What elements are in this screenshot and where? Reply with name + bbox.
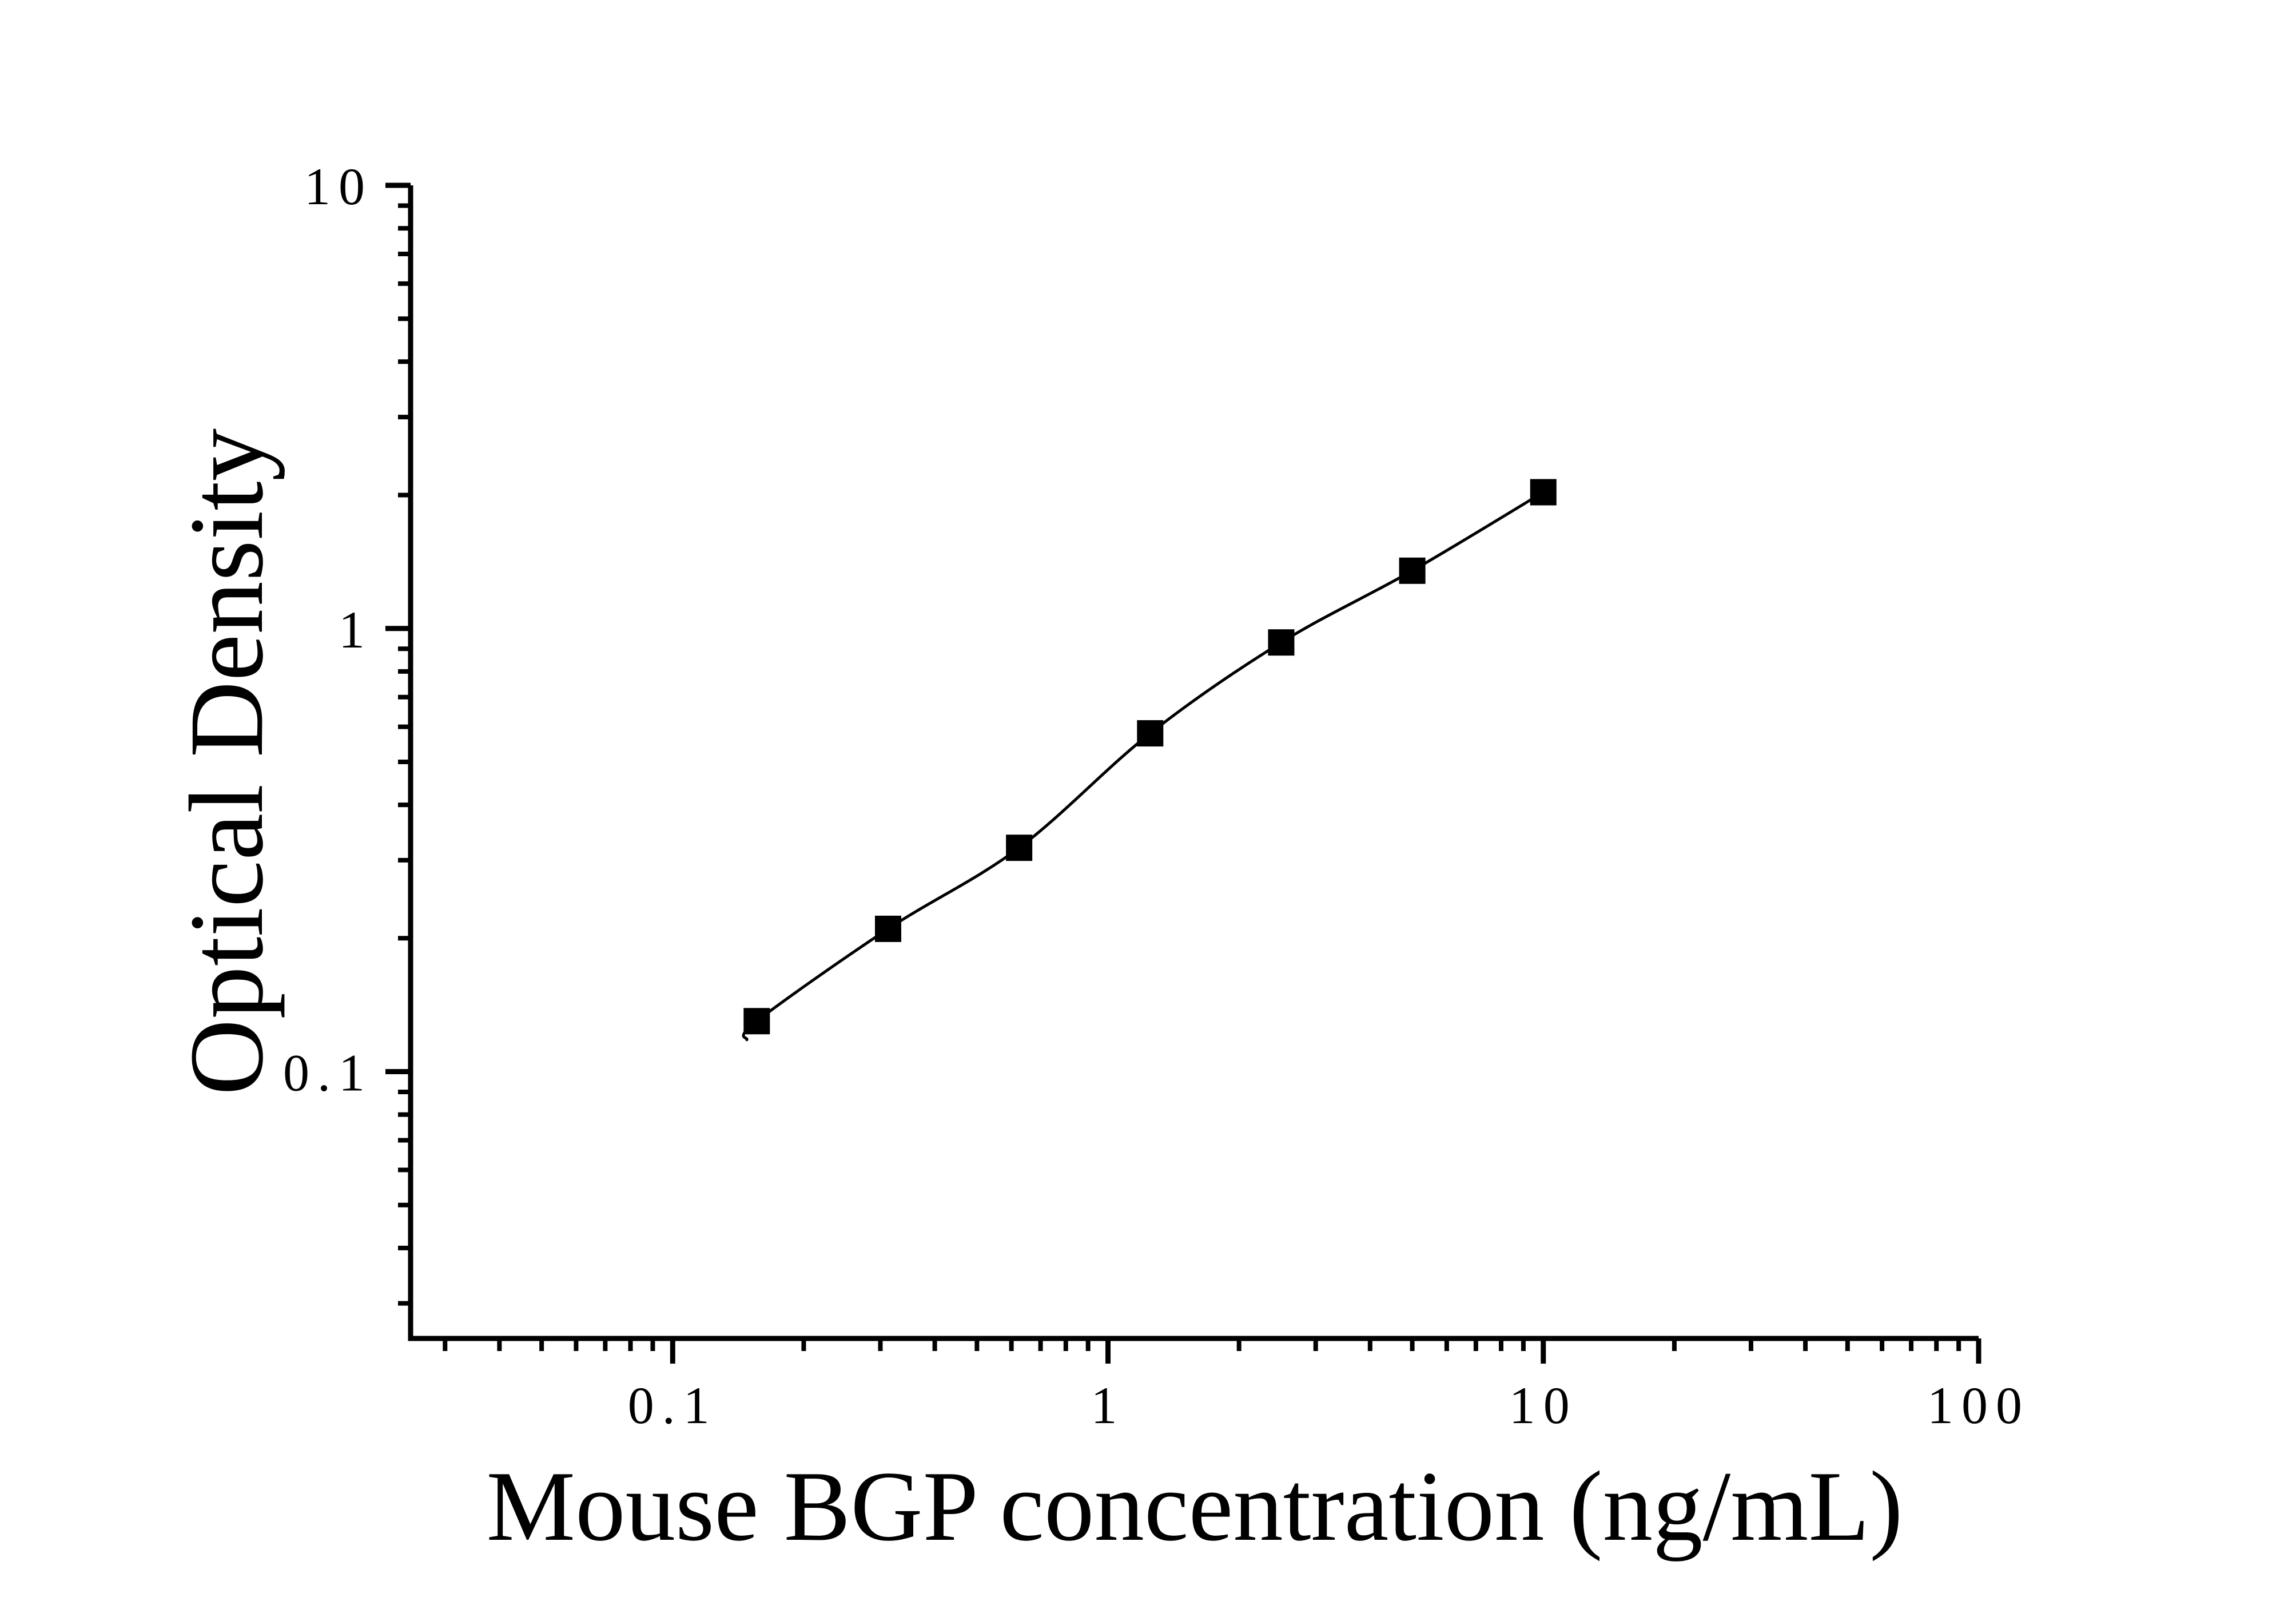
y-tick-label: 1: [339, 601, 373, 659]
data-point-marker: [1399, 557, 1426, 584]
data-point-marker: [743, 1008, 770, 1035]
y-axis-ticks: [385, 182, 411, 1306]
standard-curve-series: [742, 479, 1557, 1042]
x-axis-ticks: [443, 1338, 1981, 1364]
y-tick-label: 10: [304, 157, 373, 216]
data-point-marker: [1006, 835, 1033, 861]
data-point-marker: [1137, 720, 1164, 747]
axes: [408, 185, 1979, 1341]
x-axis-title: Mouse BGP concentration (ng/mL): [486, 1451, 1903, 1562]
x-tick-label: 0.1: [628, 1376, 718, 1435]
data-point-marker: [1530, 479, 1557, 506]
x-tick-label: 100: [1927, 1376, 2030, 1435]
axis-spines: [408, 185, 1979, 1341]
data-point-marker: [1268, 629, 1295, 656]
x-axis-tick-labels: 0.1 1 10 100: [628, 1376, 2030, 1435]
y-tick-label: 0.1: [283, 1044, 373, 1102]
data-point-marker: [875, 915, 902, 942]
y-axis-tick-labels: 0.1 1 10: [283, 157, 373, 1102]
y-axis-title: Optical Density: [168, 428, 285, 1095]
x-tick-label: 1: [1091, 1376, 1125, 1435]
x-tick-label: 10: [1509, 1376, 1578, 1435]
